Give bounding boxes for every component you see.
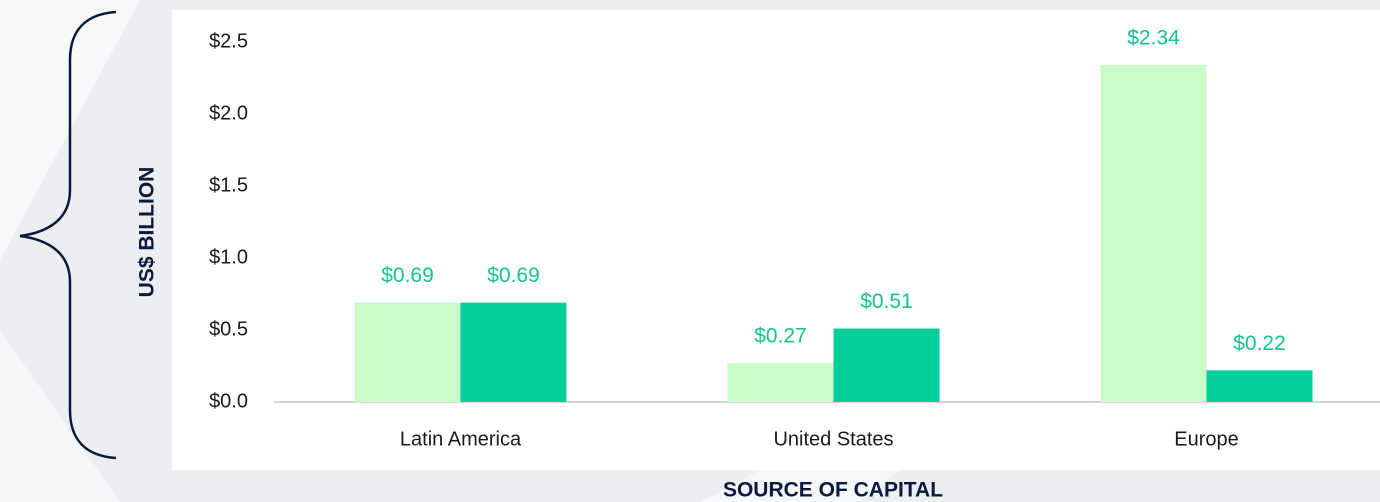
- bar: [1206, 370, 1313, 402]
- y-tick-label: $2.0: [209, 102, 248, 124]
- y-tick-label: $1.5: [209, 174, 248, 196]
- bar: [354, 302, 461, 402]
- background-shape: [0, 330, 120, 502]
- bar: [1100, 65, 1207, 402]
- bar: [727, 363, 834, 402]
- background-shape: [700, 470, 900, 502]
- y-tick-label: $1.0: [209, 246, 248, 268]
- bar: [833, 328, 940, 402]
- brace: [19, 10, 117, 460]
- x-tick-label: Latin America: [400, 428, 522, 450]
- x-axis-title: SOURCE OF CAPITAL: [723, 479, 943, 502]
- value-label: $0.51: [860, 290, 913, 313]
- value-label: $2.34: [1127, 27, 1180, 50]
- y-tick-label: $0.0: [209, 390, 248, 412]
- value-label: $0.22: [1233, 332, 1286, 355]
- value-label: $0.27: [754, 325, 807, 348]
- y-axis-title: US$ BILLION: [136, 167, 159, 298]
- y-tick-label: $2.5: [209, 30, 248, 52]
- x-tick-label: United States: [773, 428, 893, 450]
- bar: [460, 302, 567, 402]
- x-tick-label: Europe: [1174, 428, 1239, 450]
- y-tick-label: $0.5: [209, 318, 248, 340]
- value-label: $0.69: [487, 264, 540, 287]
- value-label: $0.69: [381, 264, 434, 287]
